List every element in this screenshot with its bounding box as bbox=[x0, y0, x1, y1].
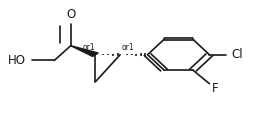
Text: O: O bbox=[66, 8, 75, 21]
Text: HO: HO bbox=[8, 54, 26, 67]
Text: Cl: Cl bbox=[231, 48, 243, 61]
Text: or1: or1 bbox=[122, 43, 135, 52]
Text: or1: or1 bbox=[83, 43, 96, 52]
Polygon shape bbox=[71, 46, 98, 56]
Text: F: F bbox=[212, 82, 219, 95]
